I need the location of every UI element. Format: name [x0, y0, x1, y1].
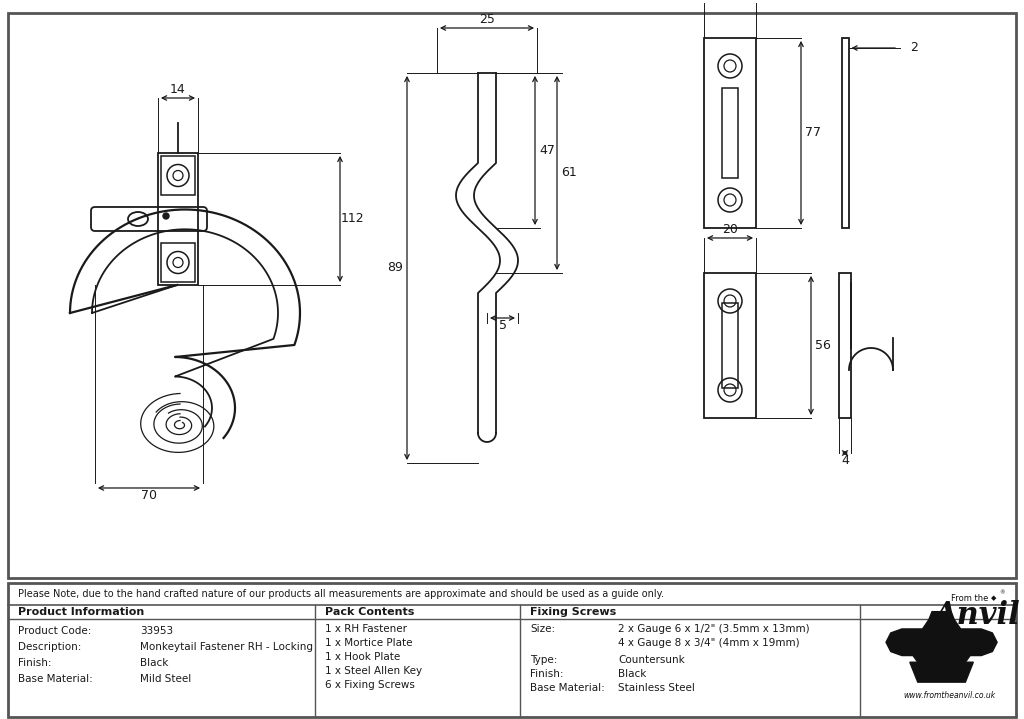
Text: Black: Black [140, 658, 168, 668]
Text: Product Information: Product Information [18, 607, 144, 617]
Polygon shape [886, 612, 997, 662]
Text: 25: 25 [479, 14, 495, 27]
Text: Description:: Description: [18, 642, 81, 652]
Text: 14: 14 [170, 83, 186, 96]
Text: Finish:: Finish: [530, 669, 563, 679]
Text: www.fromtheanvil.co.uk: www.fromtheanvil.co.uk [903, 691, 995, 700]
Text: Black: Black [618, 669, 646, 679]
Bar [842, 38, 849, 228]
Text: Fixing Screws: Fixing Screws [530, 607, 616, 617]
Text: ®: ® [999, 590, 1005, 595]
Text: 4: 4 [841, 454, 849, 467]
Bar [158, 153, 198, 285]
Text: From the: From the [951, 594, 989, 603]
Text: Pack Contents: Pack Contents [325, 607, 415, 617]
Bar [722, 303, 738, 388]
Text: 1 x Mortice Plate: 1 x Mortice Plate [325, 638, 413, 648]
Text: 20: 20 [722, 224, 738, 237]
Bar [705, 273, 756, 418]
Text: Countersunk: Countersunk [618, 655, 685, 665]
Text: 61: 61 [561, 167, 577, 180]
Text: 33953: 33953 [140, 626, 173, 636]
Circle shape [163, 213, 169, 219]
Text: Monkeytail Fastener RH - Locking: Monkeytail Fastener RH - Locking [140, 642, 313, 652]
Text: 1 x Steel Allen Key: 1 x Steel Allen Key [325, 666, 422, 676]
Text: 77: 77 [805, 127, 821, 139]
Text: 2: 2 [910, 42, 918, 55]
Text: Stainless Steel: Stainless Steel [618, 683, 695, 693]
Text: Please Note, due to the hand crafted nature of our products all measurements are: Please Note, due to the hand crafted nat… [18, 589, 664, 599]
Text: Product Code:: Product Code: [18, 626, 91, 636]
Text: 89: 89 [387, 262, 402, 275]
Bar [705, 38, 756, 228]
Text: 47: 47 [539, 144, 555, 157]
Text: Base Material:: Base Material: [18, 674, 93, 684]
Text: 2 x Gauge 6 x 1/2" (3.5mm x 13mm): 2 x Gauge 6 x 1/2" (3.5mm x 13mm) [618, 624, 810, 634]
Text: 1 x RH Fastener: 1 x RH Fastener [325, 624, 407, 634]
Text: 4 x Gauge 8 x 3/4" (4mm x 19mm): 4 x Gauge 8 x 3/4" (4mm x 19mm) [618, 638, 800, 648]
Text: 70: 70 [141, 490, 157, 503]
Text: Base Material:: Base Material: [530, 683, 605, 693]
Text: ◆: ◆ [991, 595, 996, 601]
Text: Anvil: Anvil [933, 600, 1020, 631]
Bar [161, 156, 195, 195]
Text: Mild Steel: Mild Steel [140, 674, 191, 684]
Text: Type:: Type: [530, 655, 557, 665]
Text: 112: 112 [340, 213, 364, 226]
Bar [722, 88, 738, 178]
Text: Size:: Size: [530, 624, 555, 634]
Text: 5: 5 [499, 319, 507, 332]
Text: 1 x Hook Plate: 1 x Hook Plate [325, 652, 400, 662]
Bar [839, 273, 851, 418]
Text: Finish:: Finish: [18, 658, 51, 668]
Bar [161, 243, 195, 282]
Text: 56: 56 [815, 339, 830, 352]
Text: 6 x Fixing Screws: 6 x Fixing Screws [325, 680, 415, 690]
Polygon shape [909, 662, 973, 682]
